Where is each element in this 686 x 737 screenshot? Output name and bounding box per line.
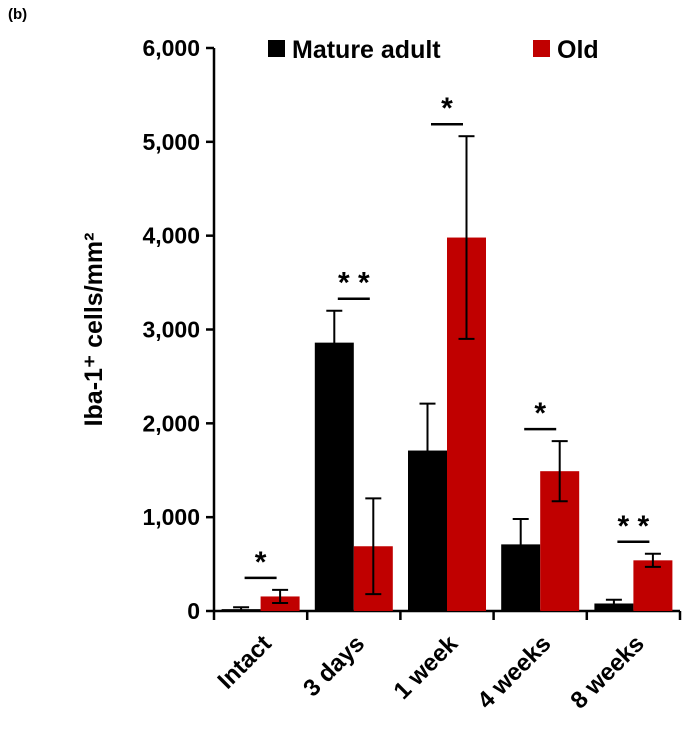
y-axis: 0 1,000 2,000 3,000 4,000 5,000 6,000 (142, 35, 216, 624)
y-tick-label: 2,000 (142, 410, 200, 436)
significance-marker: * (441, 92, 453, 125)
x-tick-label-8-weeks: 8 weeks (565, 630, 649, 714)
y-axis-label: Iba-1⁺ cells/mm² (80, 233, 108, 427)
x-tick-label-4-weeks: 4 weeks (472, 630, 556, 714)
significance-marker: * (255, 546, 267, 579)
y-tick-label: 3,000 (142, 317, 200, 343)
y-tick-label: 6,000 (142, 35, 200, 61)
bar-mature-adult-3-days (314, 342, 354, 611)
legend-label-mature-adult: Mature adult (292, 36, 441, 64)
x-tick-label-3-days: 3 days (298, 630, 370, 702)
bar-old-8-weeks (633, 560, 673, 611)
x-tick-label-intact: Intact (212, 630, 276, 694)
significance-marker: * * (618, 510, 650, 543)
legend-swatch-old (533, 40, 550, 57)
error-bars (233, 135, 661, 612)
significance-markers: * * * * * * * (244, 92, 650, 580)
significance-marker: * (534, 397, 546, 430)
legend-label-old: Old (557, 36, 599, 64)
legend: Mature adult Old (268, 36, 599, 64)
x-axis: Intact 3 days 1 week 4 weeks 8 weeks (212, 609, 682, 714)
legend-swatch-mature-adult (268, 40, 285, 57)
y-tick-label: 1,000 (142, 504, 200, 530)
x-tick-label-1-week: 1 week (388, 630, 463, 705)
y-tick-label: 5,000 (142, 129, 200, 155)
bars (221, 237, 673, 611)
y-tick-label: 0 (187, 598, 200, 624)
y-tick-label: 4,000 (142, 223, 200, 249)
significance-marker: * * (338, 267, 370, 300)
panel-label: (b) (8, 6, 28, 23)
